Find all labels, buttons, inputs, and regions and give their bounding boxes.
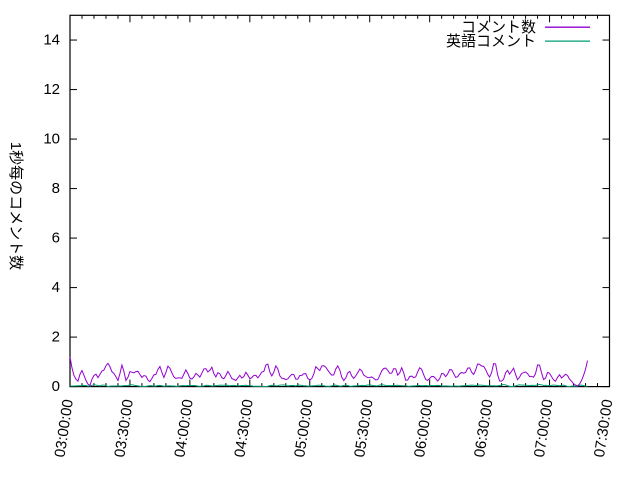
svg-text:14: 14 — [43, 32, 60, 49]
svg-text:英語コメント: 英語コメント — [446, 32, 536, 50]
svg-text:12: 12 — [43, 81, 60, 98]
svg-text:6: 6 — [52, 230, 60, 247]
svg-text:8: 8 — [52, 180, 60, 197]
svg-text:1秒每のコメント数: 1秒每のコメント数 — [7, 142, 24, 270]
svg-text:10: 10 — [43, 131, 60, 148]
svg-text:2: 2 — [52, 329, 60, 346]
svg-text:4: 4 — [52, 279, 60, 296]
svg-text:0: 0 — [52, 378, 60, 395]
